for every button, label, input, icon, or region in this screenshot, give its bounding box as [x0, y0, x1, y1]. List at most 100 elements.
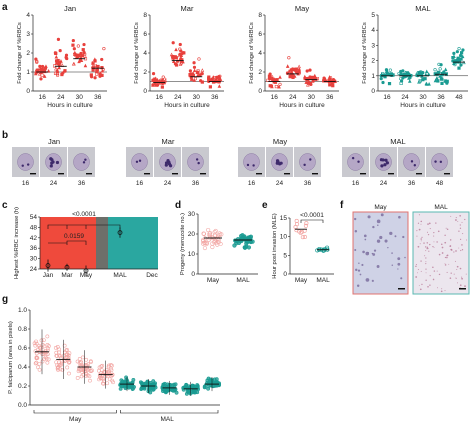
- x-tick-label: MAL: [113, 272, 127, 279]
- data-point: [93, 59, 97, 63]
- data-point: [174, 390, 179, 395]
- panel-g: 0.0 0.2 0.4 0.6 0.8 1.0 May MAL P. falciparum (a…: [8, 307, 222, 423]
- data-point: [45, 343, 50, 347]
- hour-label: 16: [22, 180, 30, 187]
- x-tick-label: 24: [289, 94, 297, 101]
- data-point: [160, 77, 164, 82]
- stain-spot: [444, 241, 447, 244]
- data-point: [308, 81, 313, 86]
- parasite-stain: [413, 164, 417, 167]
- parasite-stain: [138, 159, 142, 162]
- parasite-stain: [439, 160, 443, 164]
- scale-bar: [86, 173, 92, 175]
- stain-spot: [419, 243, 421, 245]
- stain-spot: [421, 236, 423, 238]
- bracket-1: [47, 224, 121, 229]
- stain-spot: [416, 235, 418, 237]
- data-point: [391, 73, 395, 77]
- y-tick-label: 0: [371, 88, 375, 95]
- parasite-stain: [55, 160, 60, 165]
- stain-spot: [464, 285, 466, 288]
- y-tick-label: 1: [371, 73, 375, 80]
- stain-spot: [454, 260, 456, 262]
- stain-spot: [371, 279, 374, 282]
- group-title: Mar: [162, 137, 175, 146]
- data-point: [440, 81, 444, 85]
- stain-spot: [358, 262, 360, 264]
- micro-group-mar: Mar 16 24 36: [126, 137, 209, 187]
- stain-spot: [420, 260, 422, 262]
- data-point: [168, 382, 172, 387]
- subpanel-title: Jan: [64, 4, 76, 13]
- data-point: [54, 61, 59, 65]
- data-point: [101, 381, 106, 386]
- stain-spot: [429, 243, 431, 246]
- stain-spot: [425, 257, 427, 259]
- stain-spot: [398, 215, 401, 219]
- x-axis-label: Hours in culture: [400, 102, 446, 109]
- data-point: [202, 245, 208, 251]
- data-point: [184, 391, 189, 396]
- scale-bar: [200, 173, 206, 175]
- data-point: [387, 82, 392, 86]
- data-point: [201, 231, 207, 236]
- stain-spot: [457, 282, 459, 284]
- data-point: [305, 69, 309, 73]
- stain-spot: [425, 272, 427, 274]
- stain-spot: [433, 246, 435, 248]
- data-point: [197, 57, 201, 61]
- data-point: [322, 79, 326, 83]
- mean-point: [64, 264, 70, 270]
- y-tick-label: 36: [30, 245, 38, 252]
- cell-body: [243, 153, 260, 171]
- stain-spot: [380, 213, 384, 217]
- data-point: [57, 65, 61, 70]
- data-point: [294, 228, 299, 233]
- x-tick-label: Jan: [43, 272, 54, 279]
- x-tick-label: MAL: [236, 277, 250, 284]
- data-point: [62, 69, 66, 73]
- data-point: [188, 69, 192, 73]
- data-point: [274, 84, 279, 89]
- parasite-stain: [168, 164, 173, 168]
- data-point: [425, 82, 429, 86]
- data-point: [208, 85, 212, 89]
- stain-spot: [435, 222, 437, 224]
- data-point: [219, 232, 224, 237]
- data-point: [192, 68, 197, 73]
- stain-spot: [455, 250, 457, 252]
- stain-spot: [453, 273, 455, 275]
- parasite-stain: [197, 161, 200, 165]
- data-point: [58, 49, 62, 53]
- hour-label: 36: [408, 180, 416, 187]
- data-point: [207, 75, 211, 79]
- season-transition: [96, 217, 108, 269]
- data-point: [151, 78, 155, 82]
- y-axis-label: Fold change of %iRBCs: [134, 22, 140, 84]
- stain-spot: [425, 268, 427, 270]
- hour-label: 16: [136, 180, 144, 187]
- x-tick-label: MAL: [316, 277, 330, 284]
- data-point: [64, 53, 69, 57]
- data-point: [407, 71, 411, 75]
- p-value-label: <0.0001: [300, 212, 324, 219]
- data-point: [55, 73, 60, 77]
- data-point: [207, 231, 212, 236]
- stain-spot: [459, 267, 462, 270]
- stain-spot: [421, 283, 423, 286]
- stain-spot: [415, 263, 417, 266]
- data-point: [407, 79, 412, 83]
- data-point: [397, 71, 401, 76]
- data-point: [181, 59, 185, 64]
- data-point: [65, 347, 69, 352]
- y-tick-label: 24: [30, 266, 38, 273]
- data-point: [459, 63, 463, 67]
- parasite-stain: [26, 163, 30, 166]
- stain-spot: [461, 244, 463, 246]
- stain-spot: [459, 227, 462, 229]
- stain-spot: [429, 275, 431, 277]
- parasite-stain: [351, 156, 355, 160]
- panel-f: May MAL: [352, 204, 470, 295]
- data-point: [100, 68, 105, 73]
